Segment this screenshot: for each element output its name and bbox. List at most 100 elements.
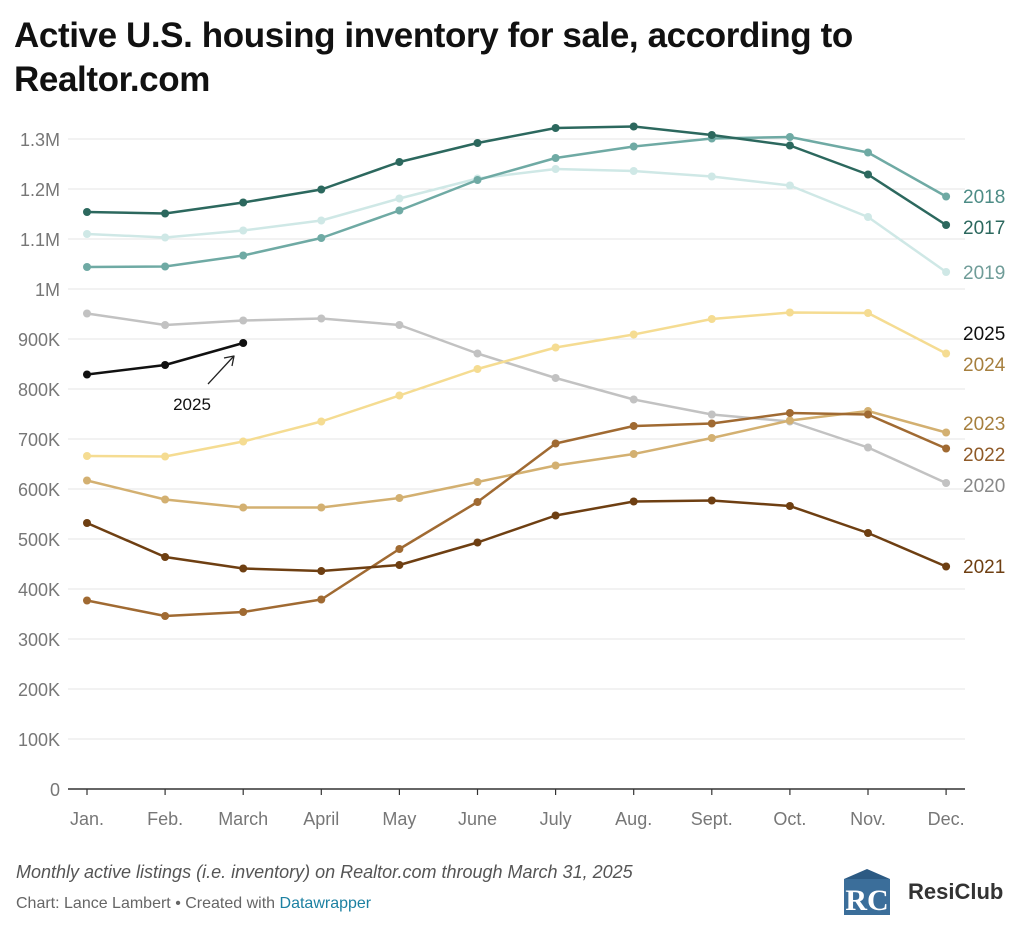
x-tick-label: Sept.	[691, 809, 733, 829]
data-point-2021	[161, 553, 170, 561]
chart-title: Active U.S. housing inventory for sale, …	[14, 16, 853, 99]
series-line-2017	[85, 125, 948, 227]
data-point-2021	[317, 567, 326, 575]
series-2017	[83, 122, 951, 229]
data-point-2017	[942, 221, 951, 229]
data-point-2022	[473, 498, 482, 506]
data-point-2017	[317, 185, 326, 194]
data-point-2017	[161, 209, 170, 218]
series-end-label-2024: 2024	[963, 355, 1006, 376]
x-tick-label: May	[382, 809, 416, 829]
series-end-label-2019: 2019	[963, 263, 1005, 284]
data-point-2018	[473, 176, 482, 184]
data-point-2020	[395, 321, 404, 329]
data-point-2021	[239, 564, 248, 573]
x-tick-label: Jan.	[70, 809, 104, 829]
data-point-2024	[551, 343, 560, 352]
datawrapper-link[interactable]: Datawrapper	[279, 895, 372, 912]
series-2023	[83, 407, 951, 512]
data-point-2024	[83, 452, 91, 460]
series-line-2020	[85, 312, 948, 485]
data-point-2023	[395, 494, 404, 502]
series-line-2019	[85, 167, 948, 274]
data-point-2024	[629, 330, 638, 339]
data-point-2023	[161, 495, 170, 504]
y-tick-label: 1M	[35, 280, 60, 300]
data-point-2017	[629, 122, 638, 131]
data-point-2024	[473, 365, 482, 373]
data-point-2020	[161, 321, 170, 329]
y-tick-label: 0	[50, 780, 60, 800]
y-tick-label: 400K	[18, 580, 60, 600]
y-tick-label: 800K	[18, 380, 60, 400]
data-point-2019	[629, 167, 638, 175]
y-tick-label: 600K	[18, 480, 60, 500]
data-point-2023	[707, 434, 716, 442]
y-tick-label: 900K	[18, 330, 60, 350]
data-point-2024	[317, 417, 326, 426]
data-point-2018	[317, 234, 326, 242]
data-point-2018	[551, 154, 560, 162]
x-tick-label: July	[540, 809, 572, 829]
series-end-label-2017: 2017	[963, 218, 1005, 239]
data-point-2018	[161, 262, 170, 271]
data-point-2020	[629, 395, 638, 404]
data-point-2020	[83, 309, 91, 318]
data-point-2019	[551, 165, 560, 173]
x-tick-label: Feb.	[147, 809, 183, 829]
annotation-arrowhead	[223, 355, 235, 367]
data-point-2024	[864, 309, 872, 317]
data-point-2023	[629, 450, 638, 458]
series-end-label-2021: 2021	[963, 557, 1005, 578]
logo-brand: ResiClub	[908, 879, 1004, 904]
data-point-2022	[629, 422, 638, 430]
data-point-2018	[239, 251, 248, 260]
data-point-2024	[395, 391, 404, 400]
data-point-2018	[942, 192, 951, 201]
y-tick-label: 1.1M	[20, 230, 60, 250]
series-2025	[83, 339, 248, 379]
data-point-2022	[317, 595, 326, 604]
data-point-2023	[942, 428, 951, 437]
series-line-2021	[85, 499, 948, 573]
data-point-2019	[161, 233, 170, 242]
data-point-2021	[551, 511, 560, 520]
series-line-2022	[85, 411, 948, 618]
data-point-2017	[785, 141, 794, 150]
x-tick-label: Oct.	[773, 809, 806, 829]
data-point-2022	[551, 439, 560, 448]
data-point-2023	[239, 503, 248, 512]
data-point-2019	[707, 172, 716, 181]
data-point-2020	[707, 410, 716, 419]
logo-mark-text: RC	[845, 884, 888, 915]
rc-logo-mark-icon: RC	[844, 869, 890, 915]
x-tick-label: Nov.	[850, 809, 886, 829]
data-point-2024	[239, 437, 248, 446]
data-point-2025	[83, 370, 91, 379]
data-point-2019	[83, 230, 91, 238]
data-point-2022	[395, 545, 404, 553]
data-point-2022	[864, 410, 872, 419]
y-tick-label: 1.3M	[20, 130, 60, 150]
x-tick-label: Aug.	[615, 809, 652, 829]
x-axis: Jan. Feb. March April May June July Aug. Sept. Oc…	[68, 788, 965, 829]
data-point-2021	[785, 502, 794, 510]
data-point-2025	[161, 361, 170, 369]
data-point-2018	[395, 206, 404, 215]
data-point-2022	[83, 596, 91, 605]
chart-notes: Monthly active listings (i.e. inventory)…	[16, 862, 633, 882]
series-end-labels: 2019 2020 2024 2023 2022 2021 2018 2017 2025	[963, 187, 1006, 578]
data-point-2022	[707, 419, 716, 428]
data-point-2023	[551, 461, 560, 470]
data-point-2022	[942, 444, 951, 453]
line-chart: 0 100K 200K 300K 400K 500K 600K 700K 800K 900K 1M 1…	[18, 122, 1006, 829]
series-lines	[83, 122, 951, 620]
data-point-2020	[473, 349, 482, 358]
series-end-label-2018: 2018	[963, 187, 1005, 208]
data-point-2022	[161, 612, 170, 620]
data-point-2019	[864, 213, 872, 221]
y-tick-label: 700K	[18, 430, 60, 450]
series-line-2024	[85, 311, 948, 458]
x-tick-label: March	[218, 809, 268, 829]
series-2024	[83, 308, 951, 461]
